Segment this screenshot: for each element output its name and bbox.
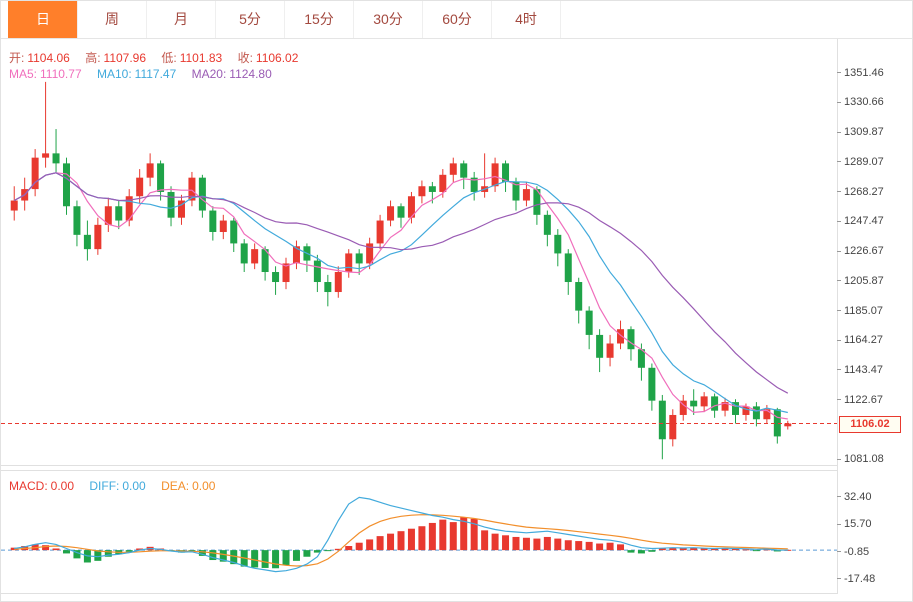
y-axis-tick: 15.70: [837, 518, 872, 530]
tab-day[interactable]: 日: [8, 1, 78, 38]
macd-panel: MACD: 0.00 DIFF: 0.00 DEA: 0.00: [1, 470, 837, 594]
y-axis-tick: 32.40: [837, 491, 872, 503]
y-axis-tick: 1164.27: [837, 334, 883, 346]
price-axis: 1351.46 1330.66 1309.87 1289.07 1268.27 1247.…: [837, 39, 912, 465]
tab-15min[interactable]: 15分: [284, 1, 354, 38]
candlestick-chart[interactable]: [1, 39, 837, 465]
y-axis-tick: 1122.67: [837, 394, 883, 406]
tab-week[interactable]: 周: [77, 1, 147, 38]
timeframe-tab-bar: 日 周 月 5分 15分 30分 60分 4时: [1, 1, 912, 39]
tab-60min[interactable]: 60分: [422, 1, 492, 38]
y-axis-tick: 1081.08: [837, 453, 884, 465]
y-axis-tick: 1226.67: [837, 245, 884, 257]
y-axis-tick: 1330.66: [837, 96, 884, 108]
macd-chart[interactable]: [1, 471, 837, 593]
y-axis-tick: 1185.07: [837, 305, 883, 317]
tab-30min[interactable]: 30分: [353, 1, 423, 38]
y-axis-tick: -0.85: [837, 546, 869, 558]
tab-5min[interactable]: 5分: [215, 1, 285, 38]
y-axis-tick: 1351.46: [837, 67, 884, 79]
current-price-tag: 1106.02: [839, 415, 901, 433]
y-axis-tick: 1289.07: [837, 156, 884, 168]
tab-4hour[interactable]: 4时: [491, 1, 561, 38]
axis-separator: [837, 39, 838, 594]
y-axis-tick: 1309.87: [837, 126, 884, 138]
candlestick-panel: 开: 1104.06 高: 1107.96 低: 1101.83 收: 1106.02 …: [1, 39, 837, 466]
y-axis-tick: -17.48: [837, 573, 875, 585]
y-axis-tick: 1143.47: [837, 364, 883, 376]
macd-axis: 32.40 15.70 -0.85 -17.48: [837, 471, 912, 593]
y-axis-tick: 1205.87: [837, 275, 884, 287]
y-axis-tick: 1247.47: [837, 215, 884, 227]
tab-month[interactable]: 月: [146, 1, 216, 38]
y-axis-tick: 1268.27: [837, 186, 884, 198]
chart-area: 开: 1104.06 高: 1107.96 低: 1101.83 收: 1106.02 …: [1, 39, 912, 601]
